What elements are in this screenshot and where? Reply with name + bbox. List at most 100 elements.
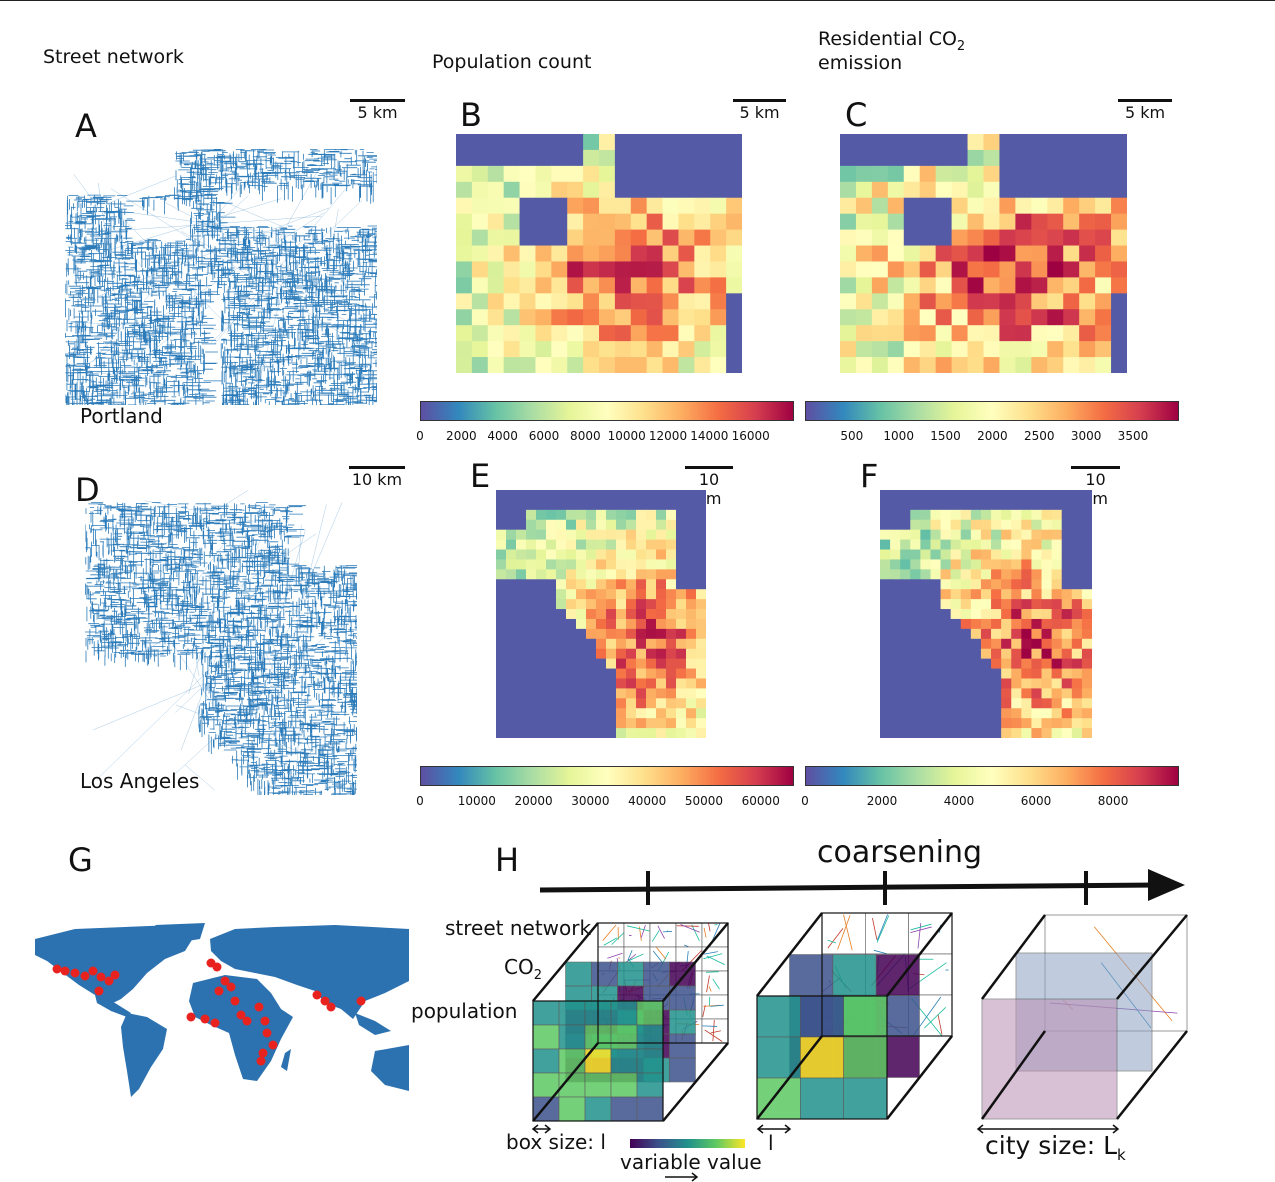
heatmap-cell [951, 309, 969, 326]
major-road [268, 504, 327, 741]
heatmap-cell [686, 589, 697, 600]
heatmap-cell [1081, 628, 1092, 640]
heatmap-cell [940, 529, 952, 541]
europe-asia [210, 925, 409, 1019]
heatmap-cell [519, 341, 536, 358]
heatmap-cell [920, 718, 931, 729]
heatmap-cell [616, 589, 627, 600]
heatmap-cell [1095, 293, 1112, 310]
heatmap-cell [1071, 529, 1083, 541]
heatmap-cell [583, 293, 600, 310]
heatmap-cell [636, 539, 647, 551]
layer-label-street-network: street network [445, 916, 592, 940]
heatmap-cell [636, 628, 647, 640]
heatmap-cell [456, 165, 473, 183]
heatmap-cell [967, 197, 984, 215]
heatmap-cell [1061, 529, 1073, 541]
heatmap-cell [1041, 549, 1053, 560]
heatmap-cell [487, 245, 505, 262]
major-road [66, 321, 218, 330]
heatmap-cell [880, 609, 891, 620]
heatmap-cell [506, 728, 517, 738]
heatmap-cell [583, 325, 600, 342]
heatmap-cell [983, 261, 1000, 278]
major-road [210, 200, 362, 343]
colorbar-tick-label: 20000 [514, 794, 553, 808]
heatmap-cell [656, 589, 667, 600]
heatmap-cell [1011, 648, 1022, 660]
heatmap-cell [536, 678, 547, 689]
heatmap-cell [576, 668, 587, 679]
heatmap-cell [991, 589, 1002, 600]
heatmap-cell [596, 569, 607, 580]
heatmap-cell [1047, 293, 1064, 310]
panel-letter-b: B [460, 96, 482, 134]
heatmap-cell [596, 708, 607, 719]
heatmap-cell [506, 589, 517, 600]
heatmap-cell [1011, 718, 1022, 729]
heatmap-cell [726, 309, 742, 326]
heatmap-cell [880, 559, 891, 570]
heatmap-cell [576, 638, 587, 650]
heatmap-cell [871, 245, 889, 262]
heatmap-cell [666, 569, 677, 580]
heatmap-cell [930, 609, 942, 620]
heatmap-cell [496, 718, 507, 729]
heatmap-cell [503, 357, 521, 373]
heatmap-cell [696, 718, 706, 729]
heatmap-cell [576, 519, 587, 531]
heatmap-cell [855, 245, 873, 262]
heatmap-cell [666, 609, 677, 620]
heatmap-cell [516, 569, 527, 580]
heatmap-cell [586, 569, 597, 580]
heatmap-cell [536, 618, 547, 630]
heatmap-cell [536, 718, 547, 729]
heatmap-cell [1047, 309, 1064, 326]
heatmap-cell [536, 668, 547, 679]
heatmap-cell [576, 708, 587, 719]
city-dots [52, 958, 366, 1066]
heatmap-cell [566, 718, 577, 729]
heatmap-cell [890, 559, 901, 570]
heatmap-cell [920, 728, 931, 738]
heatmap-cell [503, 213, 521, 231]
heatmap-cell [516, 718, 527, 729]
panel-letter-c: C [845, 96, 868, 134]
heatmap-cell [546, 718, 557, 729]
heatmap-cell [1061, 698, 1073, 709]
heatmap-cell [1011, 519, 1022, 531]
heatmap-cell [696, 599, 706, 610]
street-stroke [924, 1007, 946, 1029]
heatmap-cell [1047, 197, 1064, 215]
heatmap-cell [980, 678, 992, 689]
city-dot [80, 971, 90, 981]
heatmap-cell [1021, 658, 1032, 670]
heatmap-cell [1079, 325, 1096, 342]
heatmap-cell [840, 325, 857, 342]
heatmap-cell [1001, 718, 1012, 729]
heatmap-cell [686, 509, 697, 521]
heatmap-cell [1021, 499, 1032, 511]
heatmap-cell [935, 293, 953, 310]
heatmap-cell [880, 668, 891, 679]
heatmap-cell [519, 165, 536, 183]
heatmap-cell [546, 609, 557, 620]
heatmap-cell [919, 293, 937, 310]
heatmap-cell [536, 609, 547, 620]
heatmap-cell [1011, 499, 1022, 511]
heatmap-cell [887, 197, 905, 215]
heatmap-cell [546, 589, 557, 600]
heatmap-cell [471, 181, 489, 199]
heatmap-cell [646, 549, 657, 560]
heatmap-cell [920, 698, 931, 709]
heatmap-cell [900, 698, 911, 709]
heatmap-cell [1081, 718, 1092, 729]
heatmap-cell [546, 529, 557, 541]
city-size-text: city size: L [985, 1131, 1118, 1160]
heatmap-cell [694, 197, 711, 215]
heatmap-cell [519, 149, 536, 167]
heatmap-cell [1031, 519, 1043, 531]
heatmap-cell [686, 559, 697, 570]
heatmap-cell [960, 728, 972, 738]
heatmap-cell [910, 609, 921, 620]
